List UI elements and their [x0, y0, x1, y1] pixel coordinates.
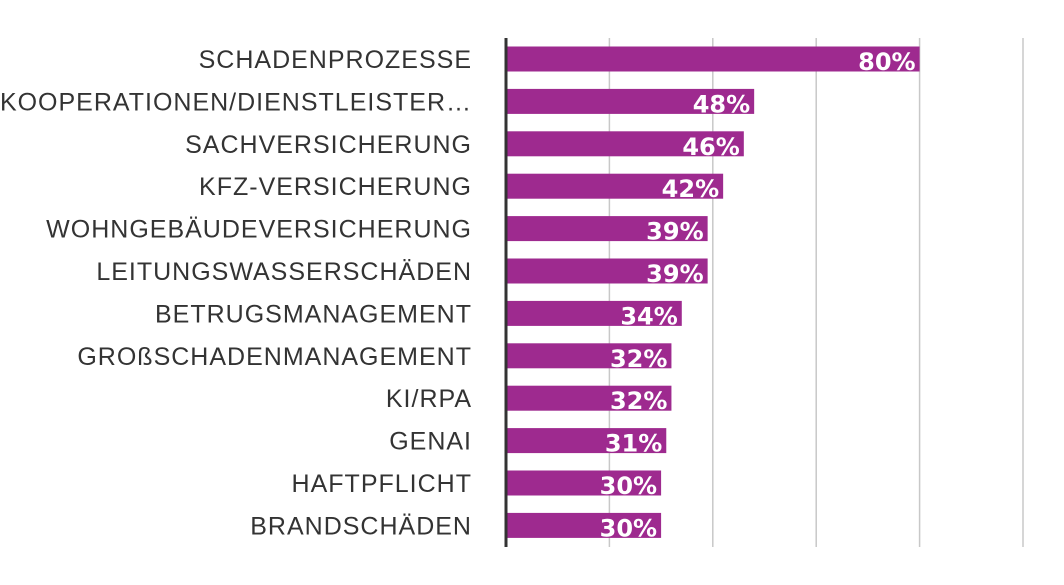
bars — [506, 46, 920, 538]
value-label-9: 31% — [605, 430, 662, 458]
value-label-5: 39% — [646, 260, 703, 288]
value-label-2: 46% — [682, 133, 739, 161]
bar-9 — [506, 428, 667, 454]
category-label-8: KI/RPA — [386, 385, 472, 413]
category-label-9: GENAI — [389, 428, 472, 456]
bar-4 — [506, 216, 708, 242]
category-label-0: SCHADENPROZESSE — [199, 46, 472, 74]
value-label-1: 48% — [693, 90, 750, 118]
bar-6 — [506, 300, 682, 326]
bar-7 — [506, 343, 672, 369]
value-label-3: 42% — [662, 175, 719, 203]
category-label-4: WOHNGEBÄUDEVERSICHERUNG — [46, 216, 472, 244]
category-label-5: LEITUNGSWASSERSCHÄDEN — [96, 258, 472, 286]
bar-8 — [506, 385, 672, 411]
bar-1 — [506, 88, 755, 114]
value-label-11: 30% — [600, 514, 657, 542]
value-label-6: 34% — [620, 302, 677, 330]
category-label-6: BETRUGSMANAGEMENT — [155, 300, 472, 328]
bar-0 — [506, 46, 920, 72]
value-label-4: 39% — [646, 218, 703, 246]
category-label-10: HAFTPFLICHT — [292, 470, 472, 498]
gridlines — [608, 38, 1024, 547]
bar-11 — [506, 512, 662, 538]
value-label-0: 80% — [858, 48, 915, 76]
category-label-7: GROßSCHADENMANAGEMENT — [77, 343, 472, 371]
bar-3 — [506, 173, 724, 199]
value-labels: 80% 48% 46% 42% 39% 39% 34% 32% 32% 31% 30% 30% — [600, 48, 916, 542]
value-label-7: 32% — [610, 345, 667, 373]
bar-5 — [506, 258, 708, 284]
category-label-3: KFZ-VERSICHERUNG — [199, 173, 472, 201]
value-label-10: 30% — [600, 472, 657, 500]
bar-2 — [506, 131, 744, 157]
category-labels: SCHADENPROZESSE KOOPERATIONEN/DIENSTLEIST… — [0, 46, 472, 540]
bar-10 — [506, 470, 662, 496]
category-label-11: BRANDSCHÄDEN — [250, 512, 472, 540]
category-label-2: SACHVERSICHERUNG — [185, 131, 472, 159]
category-label-1: KOOPERATIONEN/DIENSTLEISTER… — [0, 88, 472, 116]
value-label-8: 32% — [610, 387, 667, 415]
